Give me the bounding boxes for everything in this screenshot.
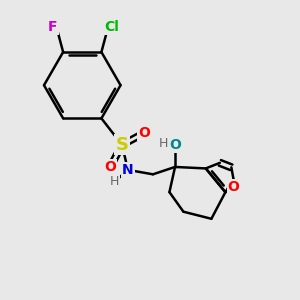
Text: H: H [110,175,119,188]
Text: O: O [228,180,239,194]
Text: F: F [48,20,58,34]
Text: N: N [122,163,134,177]
Text: H: H [159,137,168,150]
Text: Cl: Cl [104,20,119,34]
Text: O: O [104,160,116,174]
Text: O: O [169,138,181,152]
Text: O: O [138,126,150,140]
Text: S: S [116,136,128,154]
